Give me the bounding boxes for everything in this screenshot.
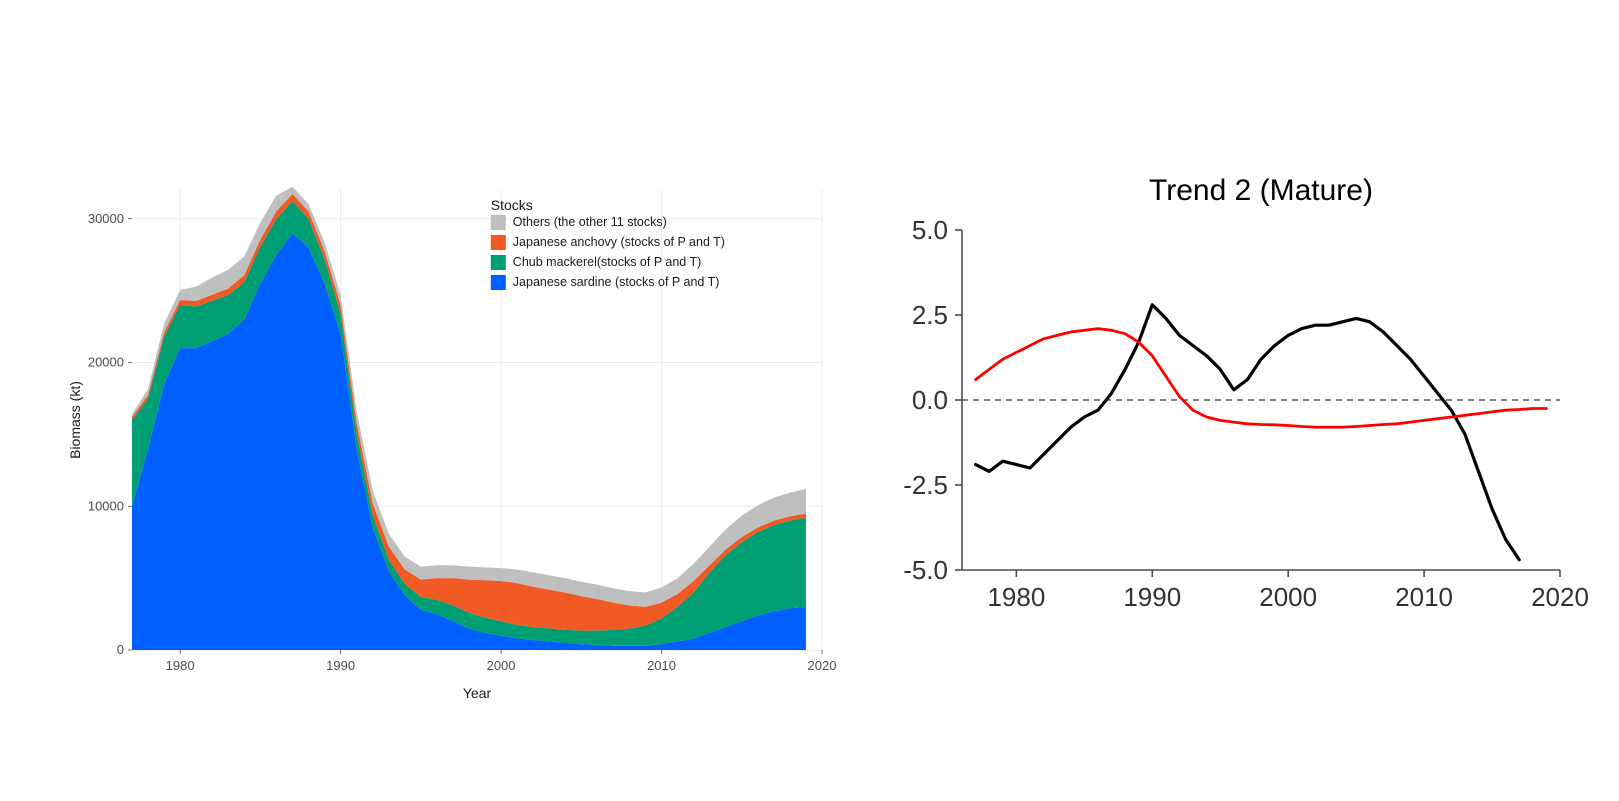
y-tick-label: 0 [117,642,124,657]
legend-title: Stocks [491,197,533,213]
legend-item-label: Japanese sardine (stocks of P and T) [513,275,720,289]
legend-swatch [491,235,506,250]
figure-container: 0 10000 20000 30000 1980 1990 2000 2010 2020 Year… [0,0,1619,801]
legend-item-label: Others (the other 11 stocks) [513,215,667,229]
y-tick-label: 20000 [88,355,124,370]
x-tick-label: 2000 [487,658,516,673]
x-tick-label: 1980 [166,658,195,673]
y-tick-label: 10000 [88,498,124,513]
line-black [976,305,1520,560]
x-tick-label: 1980 [987,582,1045,612]
chart-title: Trend 2 (Mature) [1149,174,1373,207]
y-tick-label: 5.0 [912,215,948,245]
biomass-chart-svg: 0 10000 20000 30000 1980 1990 2000 2010 2020 Year… [60,160,840,720]
y-tick-label: 0.0 [912,385,948,415]
y-tick-label: -5.0 [903,555,948,585]
line-red [976,329,1547,428]
trend2-line-chart: Trend 2 (Mature) -5.0 -2.5 0.0 2.5 5.0 1980 199… [870,170,1590,630]
x-tick-label: 1990 [1123,582,1181,612]
biomass-stacked-area-chart: 0 10000 20000 30000 1980 1990 2000 2010 2020 Year… [60,160,840,720]
x-tick-label: 2010 [1395,582,1453,612]
legend-swatch [491,215,506,230]
x-tick-label: 2020 [1531,582,1589,612]
y-axis-label: Biomass (kt) [67,381,83,459]
trend2-chart-svg: Trend 2 (Mature) -5.0 -2.5 0.0 2.5 5.0 1980 199… [870,170,1590,630]
legend-swatch [491,275,506,290]
y-tick-label: 2.5 [912,300,948,330]
x-tick-label: 2000 [1259,582,1317,612]
x-tick-label: 2010 [647,658,676,673]
legend-item-label: Japanese anchovy (stocks of P and T) [513,235,725,249]
x-tick-label: 2020 [808,658,837,673]
legend-swatch [491,255,506,270]
x-tick-label: 1990 [326,658,355,673]
legend-item-label: Chub mackerel(stocks of P and T) [513,255,702,269]
y-tick-label: 30000 [88,211,124,226]
y-tick-label: -2.5 [903,470,948,500]
x-axis-label: Year [463,685,492,701]
